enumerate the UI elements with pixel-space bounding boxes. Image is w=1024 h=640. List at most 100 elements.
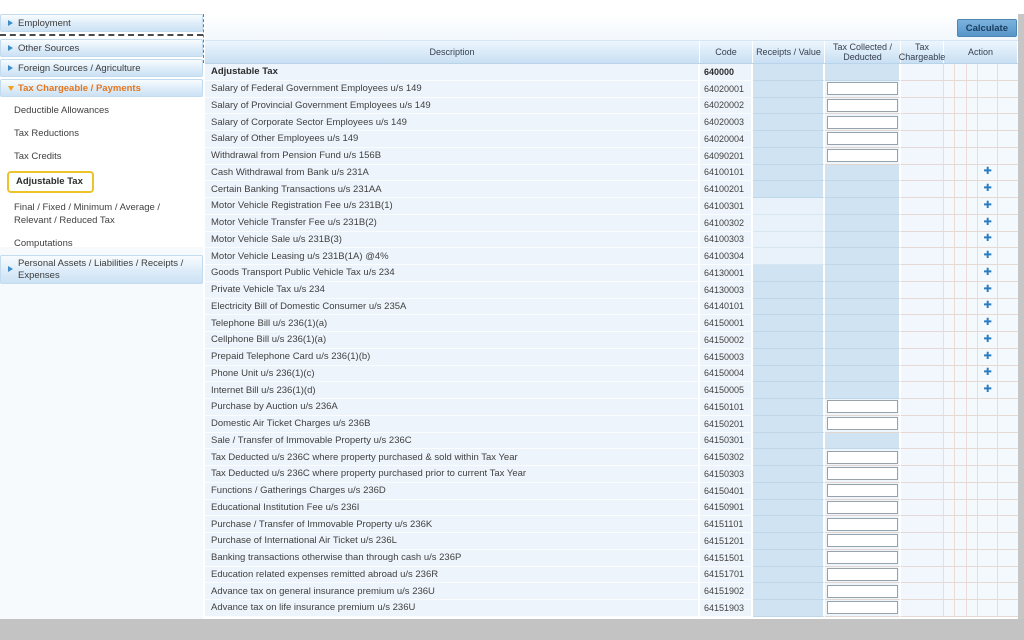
tax-collected-input-64150302[interactable] bbox=[827, 451, 898, 464]
add-entry-icon-64150005[interactable]: ✚ bbox=[983, 385, 991, 395]
add-entry-icon-64100301[interactable]: ✚ bbox=[983, 201, 991, 211]
action-subcell bbox=[967, 265, 978, 281]
tax-collected-input-64020002[interactable] bbox=[827, 99, 898, 112]
sidebar-item-label: Tax Chargeable / Payments bbox=[18, 83, 141, 94]
description-cell: Internet Bill u/s 236(1)(d) bbox=[205, 382, 700, 399]
tax-chargeable-cell bbox=[901, 215, 944, 232]
description-cell: Telephone Bill u/s 236(1)(a) bbox=[205, 315, 700, 332]
receipts-value-cell bbox=[753, 600, 825, 617]
sidebar-item-tax-reductions[interactable]: Tax Reductions bbox=[0, 122, 203, 145]
tax-chargeable-cell bbox=[901, 349, 944, 366]
tax-collected-cell bbox=[825, 533, 901, 550]
tax-collected-input-64151701[interactable] bbox=[827, 568, 898, 581]
tax-chargeable-cell bbox=[901, 416, 944, 433]
action-subcell bbox=[998, 349, 1018, 365]
action-subcell bbox=[998, 500, 1018, 516]
receipts-value-cell bbox=[753, 533, 825, 550]
sidebar-item-tax-credits[interactable]: Tax Credits bbox=[0, 145, 203, 168]
action-subcell bbox=[998, 148, 1018, 164]
add-entry-icon-64140101[interactable]: ✚ bbox=[983, 301, 991, 311]
add-entry-icon-64100302[interactable]: ✚ bbox=[983, 218, 991, 228]
sidebar-item-tax-chargeable-payments[interactable]: Tax Chargeable / Payments bbox=[0, 79, 203, 97]
action-subcell bbox=[967, 600, 978, 616]
action-cell bbox=[944, 466, 1018, 483]
sidebar-item-final-fixed-minimum-average-relevant-reduced-tax[interactable]: Final / Fixed / Minimum / Average / Rele… bbox=[0, 196, 203, 232]
tax-collected-input-64150401[interactable] bbox=[827, 484, 898, 497]
action-subcell bbox=[978, 98, 998, 114]
action-subcell: ✚ bbox=[978, 248, 998, 264]
description-cell: Advance tax on life insurance premium u/… bbox=[205, 600, 700, 617]
add-entry-icon-64100304[interactable]: ✚ bbox=[983, 251, 991, 261]
description-cell: Banking transactions otherwise than thro… bbox=[205, 550, 700, 567]
action-cell: ✚ bbox=[944, 382, 1018, 399]
description-cell: Salary of Other Employees u/s 149 bbox=[205, 131, 700, 148]
action-subcell bbox=[944, 533, 955, 549]
tax-collected-input-64151903[interactable] bbox=[827, 601, 898, 614]
description-cell: Educational Institution Fee u/s 236I bbox=[205, 500, 700, 517]
code-cell: 64150901 bbox=[700, 500, 753, 517]
tax-collected-input-64150303[interactable] bbox=[827, 467, 898, 480]
action-subcell bbox=[967, 299, 978, 315]
tax-collected-cell bbox=[825, 583, 901, 600]
action-subcell bbox=[967, 483, 978, 499]
tax-collected-input-64151101[interactable] bbox=[827, 518, 898, 531]
add-entry-icon-64100201[interactable]: ✚ bbox=[983, 184, 991, 194]
action-subcell bbox=[978, 550, 998, 566]
tax-collected-cell bbox=[825, 399, 901, 416]
code-cell: 64151201 bbox=[700, 533, 753, 550]
table-row-64020003: Salary of Corporate Sector Employees u/s… bbox=[205, 114, 1020, 131]
sidebar-background bbox=[0, 247, 203, 619]
sidebar-item-employment[interactable]: Employment bbox=[0, 14, 203, 32]
action-subcell bbox=[998, 449, 1018, 465]
action-subcell: ✚ bbox=[978, 332, 998, 348]
code-cell: 64150201 bbox=[700, 416, 753, 433]
action-subcell bbox=[955, 64, 966, 80]
action-cell: ✚ bbox=[944, 232, 1018, 249]
sidebar-item-label: Adjustable Tax bbox=[7, 171, 94, 193]
action-subcell bbox=[967, 583, 978, 599]
sidebar-item-computations[interactable]: Computations bbox=[0, 232, 203, 255]
tax-collected-input-64151902[interactable] bbox=[827, 585, 898, 598]
action-cell: ✚ bbox=[944, 165, 1018, 182]
action-subcell bbox=[944, 282, 955, 298]
action-subcell bbox=[944, 265, 955, 281]
tax-collected-input-64020004[interactable] bbox=[827, 132, 898, 145]
sidebar-item-foreign-sources-agriculture[interactable]: Foreign Sources / Agriculture bbox=[0, 59, 203, 77]
add-entry-icon-64100303[interactable]: ✚ bbox=[983, 234, 991, 244]
tax-chargeable-cell bbox=[901, 98, 944, 115]
add-entry-icon-64130003[interactable]: ✚ bbox=[983, 285, 991, 295]
description-cell: Motor Vehicle Leasing u/s 231B(1A) @4% bbox=[205, 248, 700, 265]
tax-chargeable-cell bbox=[901, 550, 944, 567]
add-entry-icon-64150002[interactable]: ✚ bbox=[983, 335, 991, 345]
description-cell: Motor Vehicle Transfer Fee u/s 231B(2) bbox=[205, 215, 700, 232]
add-entry-icon-64130001[interactable]: ✚ bbox=[983, 268, 991, 278]
add-entry-icon-64150003[interactable]: ✚ bbox=[983, 352, 991, 362]
add-entry-icon-64150001[interactable]: ✚ bbox=[983, 318, 991, 328]
tax-collected-input-64151501[interactable] bbox=[827, 551, 898, 564]
action-subcell bbox=[955, 181, 966, 197]
sidebar-item-other-sources[interactable]: Other Sources bbox=[0, 39, 203, 57]
action-subcell bbox=[967, 332, 978, 348]
tax-collected-input-64090201[interactable] bbox=[827, 149, 898, 162]
action-cell bbox=[944, 516, 1018, 533]
tax-collected-input-64020001[interactable] bbox=[827, 82, 898, 95]
tax-collected-input-64150201[interactable] bbox=[827, 417, 898, 430]
action-subcell bbox=[998, 248, 1018, 264]
tax-chargeable-cell bbox=[901, 148, 944, 165]
sidebar-item-personal-assets-liabilities-receipts-expenses[interactable]: Personal Assets / Liabilities / Receipts… bbox=[0, 255, 203, 284]
add-entry-icon-64100101[interactable]: ✚ bbox=[983, 167, 991, 177]
tax-collected-input-64150101[interactable] bbox=[827, 400, 898, 413]
action-subcell bbox=[967, 114, 978, 130]
sidebar-item-adjustable-tax[interactable]: Adjustable Tax bbox=[0, 168, 203, 196]
action-subcell bbox=[978, 416, 998, 432]
tax-collected-cell bbox=[825, 181, 901, 198]
column-header-code: Code bbox=[700, 41, 753, 63]
table-row-64100301: Motor Vehicle Registration Fee u/s 231B(… bbox=[205, 198, 1020, 215]
add-entry-icon-64150004[interactable]: ✚ bbox=[983, 368, 991, 378]
tax-collected-input-64150901[interactable] bbox=[827, 501, 898, 514]
tax-collected-input-64151201[interactable] bbox=[827, 534, 898, 547]
action-subcell bbox=[967, 516, 978, 532]
sidebar-item-deductible-allowances[interactable]: Deductible Allowances bbox=[0, 99, 203, 122]
tax-collected-input-64020003[interactable] bbox=[827, 116, 898, 129]
calculate-button[interactable]: Calculate bbox=[957, 19, 1017, 37]
